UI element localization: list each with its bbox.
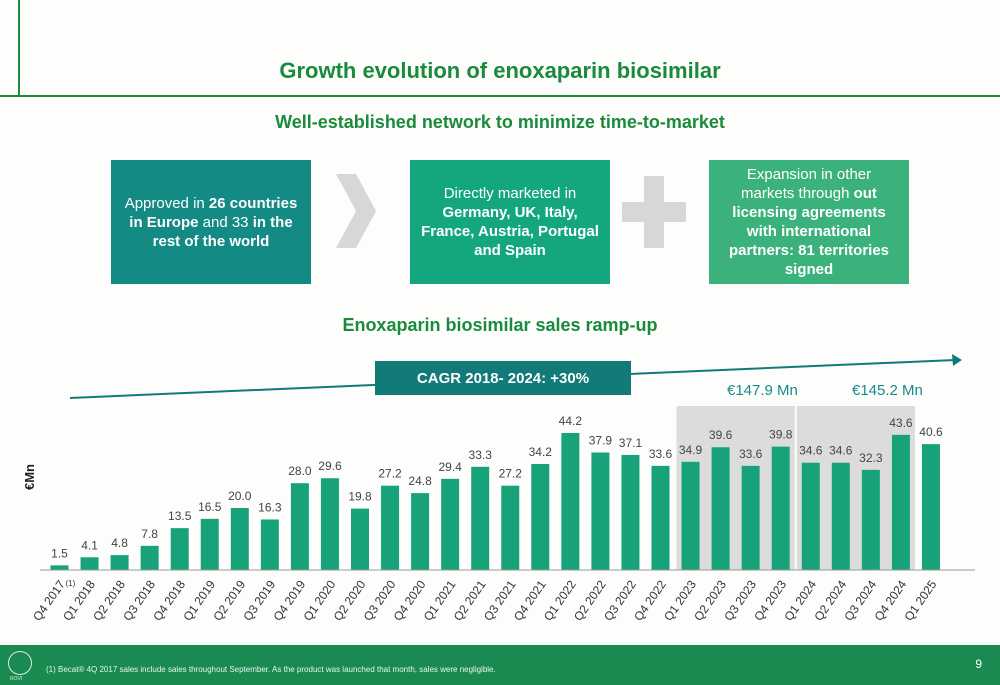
bar-value-label: 29.6 bbox=[318, 459, 342, 473]
bar bbox=[771, 446, 790, 570]
plus-icon bbox=[622, 176, 686, 248]
bar bbox=[681, 461, 700, 570]
total-2024-label: €145.2 Mn bbox=[852, 382, 923, 399]
bar-value-label: 1.5 bbox=[51, 546, 68, 560]
bar-value-label: 43.6 bbox=[889, 416, 913, 430]
bar bbox=[290, 483, 309, 570]
bar-value-label: 24.8 bbox=[408, 474, 432, 488]
bar-value-label: 33.6 bbox=[649, 447, 673, 461]
bar bbox=[621, 454, 640, 570]
bar bbox=[230, 508, 249, 570]
footnote: (1) Becat® 4Q 2017 sales include sales t… bbox=[46, 665, 496, 674]
cagr-badge: CAGR 2018- 2024: +30% bbox=[375, 361, 631, 395]
bar-value-label: 37.9 bbox=[589, 434, 613, 448]
bar-value-label: 19.8 bbox=[348, 490, 372, 504]
licensing-text: Expansion in other markets through out l… bbox=[728, 166, 890, 278]
licensing-box: Expansion in other markets through out l… bbox=[709, 160, 909, 284]
page-number: 9 bbox=[975, 657, 982, 671]
bar bbox=[591, 452, 610, 570]
bar-value-label: 34.6 bbox=[829, 444, 853, 458]
page-subtitle: Well-established network to minimize tim… bbox=[275, 112, 725, 132]
bar bbox=[861, 469, 880, 570]
bar-value-label: 37.1 bbox=[619, 436, 643, 450]
logo-text: ROVI bbox=[10, 676, 23, 682]
y-axis-label: €Mn bbox=[22, 464, 37, 490]
bar-value-label: 33.3 bbox=[469, 448, 493, 462]
bar bbox=[831, 462, 850, 570]
approval-info-text: Approved in 26 countries in Europe and 3… bbox=[124, 194, 298, 250]
bar bbox=[531, 463, 550, 570]
bar-value-label: 27.2 bbox=[378, 467, 402, 481]
bar bbox=[351, 508, 369, 570]
bar-value-label: 28.0 bbox=[288, 464, 312, 478]
bar-value-label: 33.6 bbox=[739, 447, 763, 461]
bar bbox=[260, 519, 279, 570]
bar bbox=[501, 485, 520, 570]
bar-value-label: 4.1 bbox=[81, 538, 98, 552]
chevron-right-icon bbox=[336, 174, 376, 248]
bar-value-label: 4.8 bbox=[111, 536, 128, 550]
header-left-accent bbox=[18, 0, 20, 97]
total-2023-label: €147.9 Mn bbox=[727, 382, 798, 399]
bar-value-label: 16.3 bbox=[258, 500, 282, 514]
bar bbox=[320, 478, 339, 570]
category-footnote-marker: (1) bbox=[66, 579, 76, 588]
bar-value-label: 34.2 bbox=[529, 445, 553, 459]
bar-value-label: 20.0 bbox=[228, 489, 252, 503]
bar bbox=[651, 465, 670, 570]
bar-value-label: 27.2 bbox=[499, 467, 523, 481]
approval-info-box: Approved in 26 countries in Europe and 3… bbox=[111, 160, 311, 284]
bar bbox=[50, 565, 69, 570]
bar bbox=[891, 434, 910, 570]
bar bbox=[801, 462, 820, 570]
bar bbox=[80, 557, 99, 570]
bar-value-label: 39.8 bbox=[769, 428, 793, 442]
bar bbox=[711, 447, 730, 570]
chart-section-title: Enoxaparin biosimilar sales ramp-up bbox=[342, 315, 658, 335]
direct-marketing-text: Directly marketed in Germany, UK, Italy,… bbox=[421, 185, 599, 259]
bar-value-label: 39.6 bbox=[709, 428, 733, 442]
bar-value-label: 34.9 bbox=[679, 443, 703, 457]
bar-value-label: 7.8 bbox=[141, 527, 158, 541]
bar bbox=[200, 518, 219, 570]
bar-value-label: 40.6 bbox=[919, 425, 943, 439]
bar-value-label: 44.2 bbox=[559, 414, 583, 428]
bar-value-label: 29.4 bbox=[438, 460, 462, 474]
bar bbox=[170, 528, 189, 570]
title-divider bbox=[0, 95, 1000, 97]
direct-marketing-box: Directly marketed in Germany, UK, Italy,… bbox=[410, 160, 610, 284]
bar bbox=[921, 444, 940, 570]
bar-value-label: 32.3 bbox=[859, 451, 883, 465]
page-title: Growth evolution of enoxaparin biosimila… bbox=[279, 58, 721, 83]
bar bbox=[110, 555, 129, 570]
bar-value-label: 16.5 bbox=[198, 500, 222, 514]
bar-value-label: 34.6 bbox=[799, 444, 823, 458]
bar bbox=[441, 478, 460, 570]
bar bbox=[411, 493, 430, 570]
bar bbox=[381, 485, 400, 570]
bar bbox=[561, 432, 580, 570]
footer-bar bbox=[0, 645, 1000, 685]
bar bbox=[741, 465, 760, 570]
bar bbox=[471, 466, 490, 570]
rovi-logo-icon bbox=[8, 651, 32, 675]
bar-value-label: 13.5 bbox=[168, 509, 192, 523]
bar bbox=[140, 545, 159, 570]
